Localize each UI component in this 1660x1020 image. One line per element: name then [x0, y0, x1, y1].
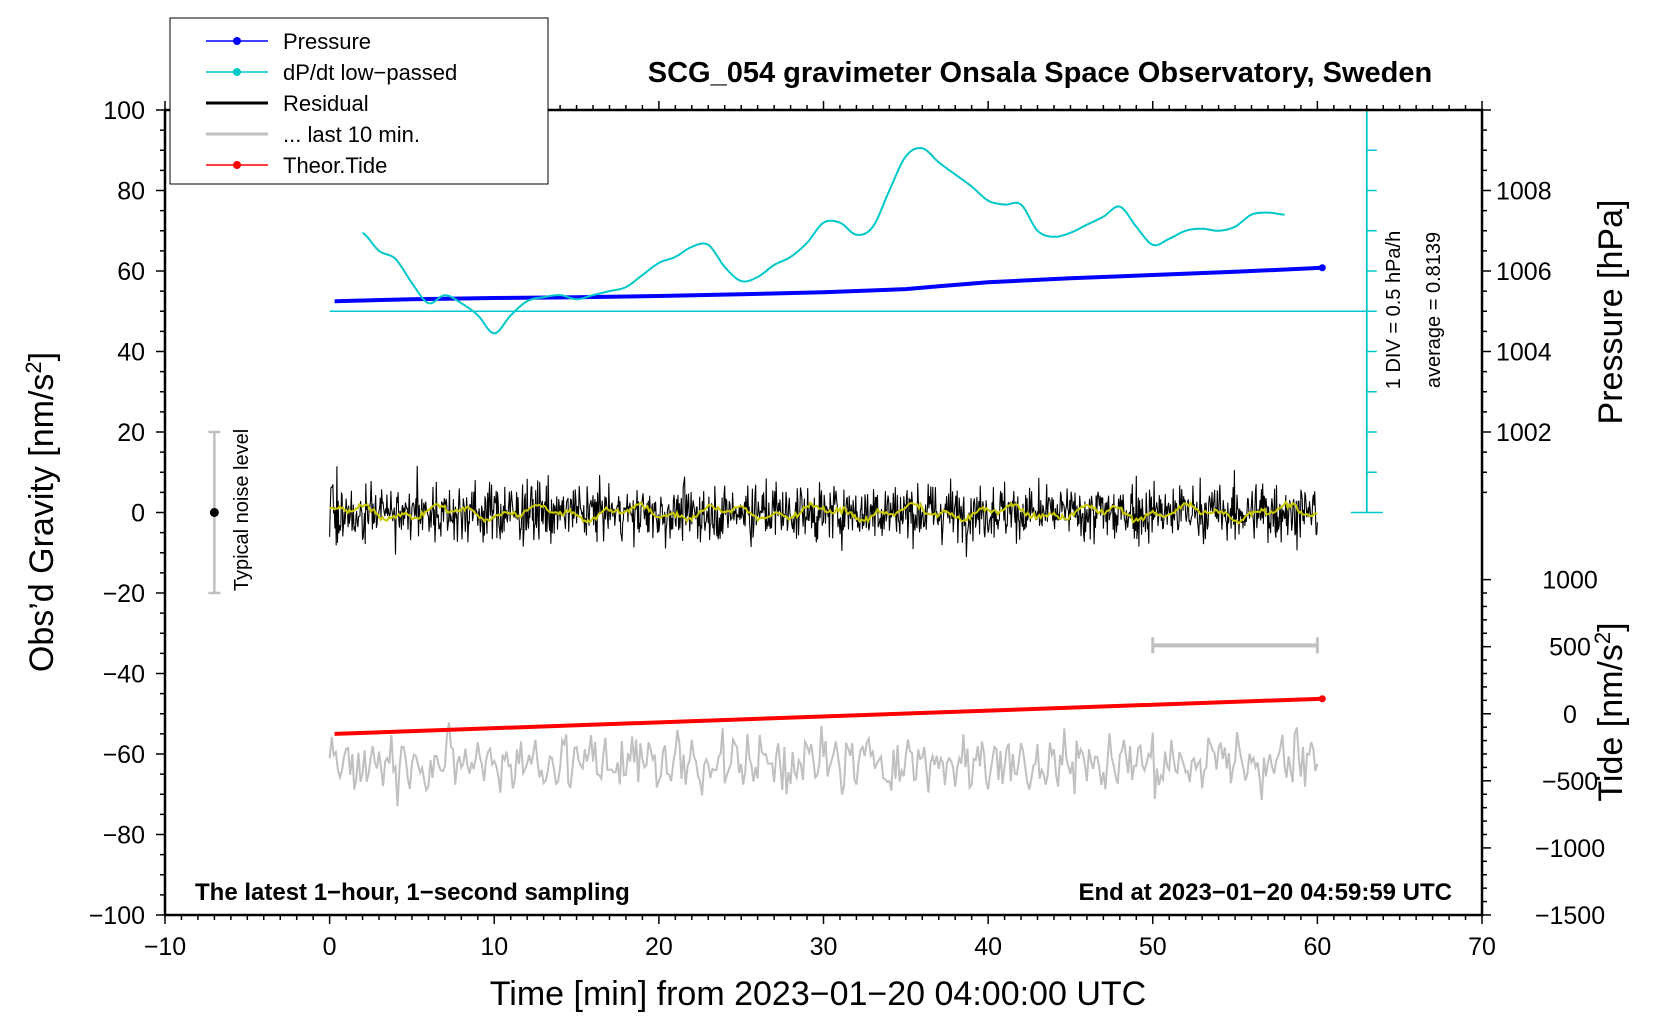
- legend-box: [169, 17, 549, 185]
- pressure-tick-label: 1006: [1496, 258, 1552, 286]
- y-axis-title-tide-end: ]: [1592, 622, 1630, 631]
- y-tick-label: 40: [117, 339, 145, 367]
- pressure-tick-label: 1004: [1496, 339, 1552, 367]
- x-tick-label: 0: [323, 933, 337, 961]
- series-last-10-min: [328, 722, 1319, 807]
- legend-label: Residual: [283, 91, 369, 116]
- y-axis-title-left-sup: 2: [21, 361, 46, 373]
- tide-tick-label: 0: [1563, 701, 1577, 729]
- y-axis-title-left-text: Obs’d Gravity [nm/s: [23, 374, 61, 673]
- y-axis-title-left: Obs’d Gravity [nm/s2]: [21, 352, 61, 672]
- series-layer: [328, 110, 1383, 807]
- legend: Pressure dP/dt low−passed Residual ... last…: [169, 17, 549, 185]
- tide-tick-label: 500: [1549, 634, 1591, 662]
- tide-tick-label: −500: [1542, 768, 1598, 796]
- y-tick-label: −40: [103, 661, 145, 689]
- annotation-end-time: End at 2023−01−20 04:59:59 UTC: [1078, 879, 1452, 906]
- y-axis-title-tide-text: Tide [nm/s: [1592, 644, 1630, 801]
- chart-title: SCG_054 gravimeter Onsala Space Observat…: [648, 57, 1432, 89]
- x-tick-label: 70: [1468, 933, 1496, 961]
- series-residual: [329, 465, 1318, 558]
- series-pressure-endpoint: [1318, 264, 1326, 272]
- x-tick-label: 30: [810, 933, 838, 961]
- y-tick-label: 60: [117, 258, 145, 286]
- series-theor-tide: [334, 696, 1323, 736]
- y-tick-label: 80: [117, 178, 145, 206]
- tide-tick-label: −1500: [1535, 902, 1605, 930]
- y-tick-label: −60: [103, 741, 145, 769]
- y-axis-title-tide: Tide [nm/s2]: [1590, 622, 1630, 801]
- series-dpdt: [361, 146, 1285, 335]
- x-tick-label: 50: [1139, 933, 1167, 961]
- y-tick-label: 100: [103, 97, 145, 125]
- pressure-tick-label: 1002: [1496, 419, 1552, 447]
- x-tick-label: 60: [1303, 933, 1331, 961]
- legend-swatch-dot: [233, 68, 241, 76]
- series-pressure: [334, 265, 1323, 304]
- pressure-tick-label: 1008: [1496, 178, 1552, 206]
- tide-tick-label: 1000: [1542, 567, 1598, 595]
- x-tick-label: 40: [974, 933, 1002, 961]
- y-tick-label: −20: [103, 580, 145, 608]
- noise-level-center-dot: [209, 508, 219, 517]
- legend-label: dP/dt low−passed: [283, 60, 457, 85]
- tide-tick-label: −1000: [1535, 835, 1605, 863]
- noise-level-label: Typical noise level: [231, 429, 253, 591]
- dpdt-div-label: 1 DIV = 0.5 hPa/h: [1383, 231, 1405, 389]
- legend-label: Theor.Tide: [283, 153, 387, 178]
- legend-label: Pressure: [283, 29, 371, 54]
- x-tick-label: 10: [480, 933, 508, 961]
- legend-label: ... last 10 min.: [283, 122, 420, 147]
- y-tick-label: 0: [131, 500, 145, 528]
- y-axis-title-tide-sup: 2: [1590, 632, 1615, 644]
- dpdt-average-label: average = 0.8139: [1423, 232, 1445, 388]
- y-tick-label: −100: [89, 902, 145, 930]
- legend-swatch-dot: [233, 161, 241, 169]
- x-tick-label: −10: [144, 933, 186, 961]
- legend-swatch-dot: [233, 37, 241, 45]
- x-axis-title: Time [min] from 2023−01−20 04:00:00 UTC: [490, 975, 1146, 1013]
- annotation-sampling: The latest 1−hour, 1−second sampling: [195, 879, 630, 906]
- series-residual-mean: [329, 499, 1318, 525]
- y-axis-title-pressure: Pressure [hPa]: [1592, 200, 1630, 425]
- x-tick-label: 20: [645, 933, 673, 961]
- y-axis-title-left-end: ]: [23, 352, 61, 361]
- y-tick-label: −80: [103, 822, 145, 850]
- ticks-layer: −10 0 10 20 30 40 50 60 70−100−80−60−40−20020406…: [89, 97, 1605, 961]
- series-theor-tide-endpoint: [1318, 695, 1326, 703]
- y-tick-label: 20: [117, 419, 145, 447]
